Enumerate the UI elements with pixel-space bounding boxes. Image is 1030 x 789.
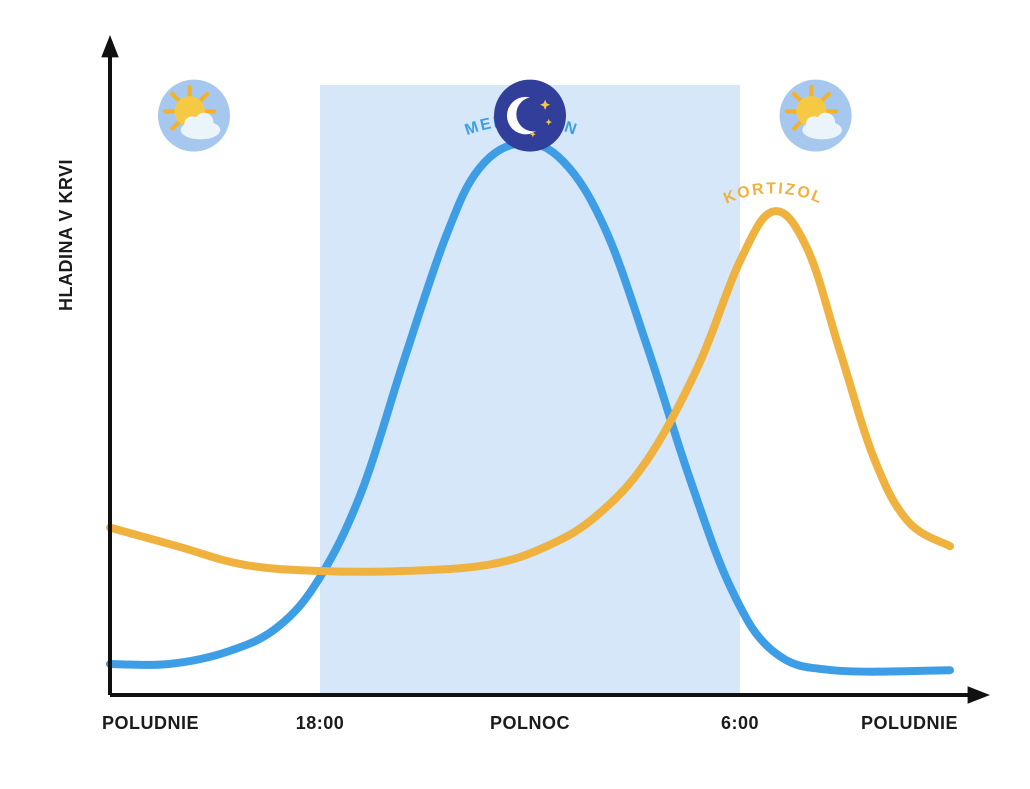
circadian-chart: HLADINA V KRVI POLUDNIE 18:00 POLNOC 6:00 POL… [0, 0, 1030, 789]
x-tick-label: 6:00 [721, 713, 759, 733]
y-axis-label: HLADINA V KRVI [56, 159, 76, 311]
moon-icon [494, 80, 566, 152]
x-tick-label: POLNOC [490, 713, 570, 733]
sun-icon [780, 80, 852, 152]
x-tick-label: 18:00 [296, 713, 345, 733]
sun-icon [158, 80, 230, 152]
x-tick-label: POLUDNIE [861, 713, 958, 733]
chart-svg: HLADINA V KRVI POLUDNIE 18:00 POLNOC 6:00 POL… [0, 0, 1030, 789]
x-tick-label: POLUDNIE [102, 713, 199, 733]
night-band [320, 85, 740, 695]
